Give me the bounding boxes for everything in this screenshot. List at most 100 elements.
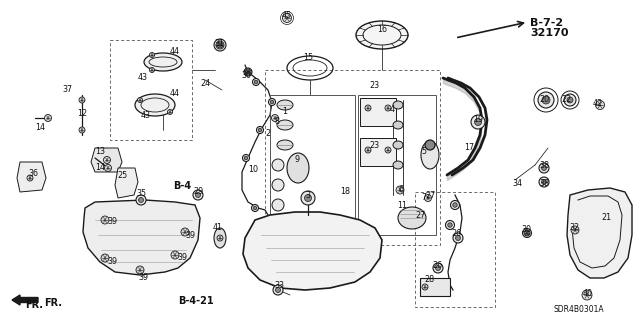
Circle shape — [27, 175, 33, 181]
Text: 7: 7 — [421, 192, 427, 202]
Text: 29: 29 — [193, 188, 203, 197]
Circle shape — [271, 115, 278, 122]
Ellipse shape — [287, 153, 309, 183]
Circle shape — [453, 233, 463, 243]
Circle shape — [168, 109, 173, 115]
Circle shape — [425, 140, 435, 150]
Text: 35: 35 — [136, 189, 146, 198]
Text: 36: 36 — [28, 168, 38, 177]
Text: 32: 32 — [569, 222, 579, 232]
Text: 9: 9 — [294, 155, 300, 165]
Circle shape — [541, 180, 547, 184]
Text: 32170: 32170 — [530, 28, 568, 38]
Text: 43: 43 — [141, 112, 151, 121]
Polygon shape — [83, 200, 200, 275]
Circle shape — [254, 80, 258, 84]
Text: B-4-21: B-4-21 — [178, 296, 214, 306]
Circle shape — [244, 156, 248, 160]
Circle shape — [445, 220, 454, 229]
Circle shape — [270, 100, 274, 104]
Circle shape — [217, 235, 223, 241]
Circle shape — [564, 94, 576, 106]
Text: 19: 19 — [473, 115, 483, 123]
Ellipse shape — [398, 207, 426, 229]
Text: 39: 39 — [107, 257, 117, 266]
Text: 18: 18 — [340, 188, 350, 197]
Text: FR.: FR. — [44, 298, 62, 308]
Text: 37: 37 — [62, 85, 72, 93]
Text: 1: 1 — [282, 108, 287, 116]
Circle shape — [272, 159, 284, 171]
Text: SDR4B0301A: SDR4B0301A — [554, 305, 605, 314]
Circle shape — [451, 201, 460, 210]
Circle shape — [272, 199, 284, 211]
Bar — [265, 70, 440, 245]
Text: 5: 5 — [421, 147, 427, 157]
Circle shape — [181, 228, 189, 236]
Bar — [360, 98, 396, 126]
Circle shape — [272, 179, 284, 191]
Bar — [360, 138, 396, 166]
Circle shape — [538, 92, 554, 108]
Circle shape — [385, 105, 391, 111]
Text: 22: 22 — [562, 95, 572, 105]
Circle shape — [245, 69, 251, 75]
Text: 38: 38 — [539, 161, 549, 170]
Bar — [270, 95, 355, 235]
Text: B-4: B-4 — [173, 181, 191, 191]
Circle shape — [45, 115, 51, 122]
Circle shape — [471, 115, 485, 129]
Text: 4: 4 — [390, 105, 394, 114]
Circle shape — [195, 192, 200, 197]
Polygon shape — [17, 162, 46, 192]
Ellipse shape — [393, 121, 403, 129]
Circle shape — [171, 251, 179, 259]
Text: 6: 6 — [399, 186, 403, 195]
Circle shape — [244, 68, 252, 76]
Text: 39: 39 — [177, 254, 187, 263]
Ellipse shape — [144, 53, 182, 71]
Polygon shape — [115, 168, 138, 198]
Circle shape — [138, 197, 143, 203]
Ellipse shape — [214, 228, 226, 248]
Circle shape — [217, 42, 223, 48]
Circle shape — [269, 99, 275, 106]
Circle shape — [541, 166, 547, 170]
Circle shape — [136, 266, 144, 274]
Circle shape — [104, 157, 111, 164]
Circle shape — [582, 290, 592, 300]
Circle shape — [524, 230, 530, 236]
Text: 27: 27 — [425, 190, 435, 199]
Text: 15: 15 — [303, 54, 313, 63]
Circle shape — [246, 70, 250, 74]
Text: 40: 40 — [583, 290, 593, 299]
Circle shape — [422, 284, 428, 290]
Circle shape — [101, 216, 109, 224]
Circle shape — [253, 78, 259, 85]
Text: B-7-2: B-7-2 — [530, 18, 563, 28]
Text: 30: 30 — [241, 71, 251, 80]
Text: 44: 44 — [170, 90, 180, 99]
Bar — [415, 192, 495, 307]
Text: 8: 8 — [275, 117, 280, 127]
Text: 3: 3 — [305, 190, 310, 199]
Circle shape — [474, 118, 481, 125]
Text: 39: 39 — [138, 273, 148, 283]
Text: 16: 16 — [377, 26, 387, 34]
Circle shape — [216, 41, 224, 49]
Text: FR.: FR. — [25, 300, 43, 310]
Text: 28: 28 — [424, 276, 434, 285]
Circle shape — [257, 127, 264, 133]
Circle shape — [79, 127, 85, 133]
Circle shape — [136, 195, 146, 205]
Polygon shape — [243, 212, 382, 290]
Circle shape — [365, 147, 371, 153]
Ellipse shape — [135, 94, 175, 116]
Text: 26: 26 — [451, 228, 461, 238]
Circle shape — [433, 263, 443, 273]
Bar — [358, 95, 436, 235]
Circle shape — [79, 97, 85, 103]
Circle shape — [138, 98, 143, 102]
Circle shape — [243, 154, 250, 161]
Polygon shape — [91, 148, 122, 172]
